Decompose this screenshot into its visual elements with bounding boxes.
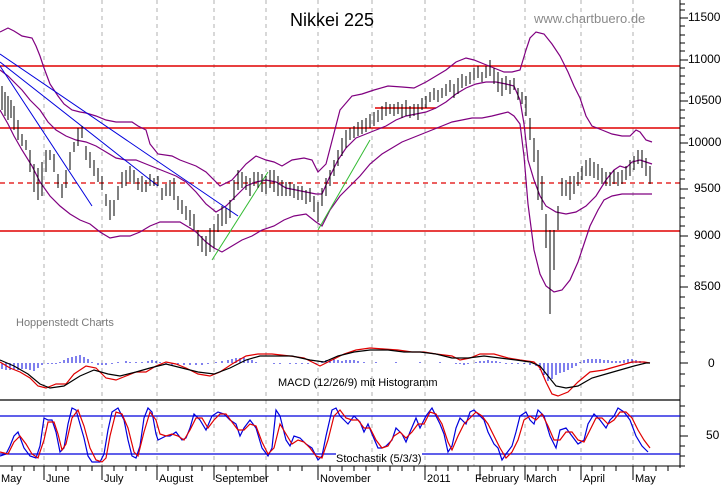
credit-label: Hoppenstedt Charts bbox=[16, 317, 114, 329]
downtrend-lines bbox=[0, 53, 239, 217]
x-tick-2011: 2011 bbox=[427, 473, 451, 485]
y-tick-9500: 9500 bbox=[694, 181, 721, 195]
y-tick-11000: 11000 bbox=[688, 52, 721, 66]
y-tick-11500: 11500 bbox=[688, 10, 721, 24]
x-tick-june: June bbox=[46, 473, 70, 485]
x-tick-may: May bbox=[1, 473, 22, 485]
stoch-d-line bbox=[0, 408, 651, 463]
uptrend-lines bbox=[211, 139, 371, 261]
stoch-label: Stochastik (5/3/3) bbox=[336, 453, 422, 465]
watermark: www.chartbuero.de bbox=[534, 11, 646, 26]
x-tick-february: February bbox=[475, 473, 520, 485]
macd-label: MACD (12/26/9) mit Histogramm bbox=[278, 377, 438, 389]
y-tick-10000: 10000 bbox=[688, 135, 722, 149]
stoch-k-line bbox=[0, 406, 649, 463]
y-tick-10500: 10500 bbox=[688, 93, 722, 107]
x-axis-ticks bbox=[11, 466, 669, 480]
support-resistance-lines bbox=[0, 65, 680, 232]
price-candles bbox=[1, 60, 651, 314]
x-tick-march: March bbox=[526, 473, 557, 485]
chart-title: Nikkei 225 bbox=[290, 10, 375, 30]
y-tick-9000: 9000 bbox=[694, 228, 721, 242]
macd-signal-line bbox=[0, 349, 650, 389]
x-tick-april: April bbox=[583, 473, 606, 485]
month-gridlines bbox=[43, 0, 634, 466]
x-tick-august: August bbox=[159, 473, 194, 485]
x-tick-november: November bbox=[320, 473, 371, 485]
x-tick-july: July bbox=[104, 473, 124, 485]
x-tick-september: September bbox=[215, 473, 269, 485]
y-tick-8500: 8500 bbox=[694, 279, 721, 293]
y-tick-stoch-50: 50 bbox=[706, 428, 720, 442]
price-axis bbox=[679, 0, 688, 468]
x-tick-may-2011: May bbox=[635, 473, 656, 485]
y-tick-macd-0: 0 bbox=[708, 356, 715, 370]
macd-line bbox=[0, 347, 651, 397]
